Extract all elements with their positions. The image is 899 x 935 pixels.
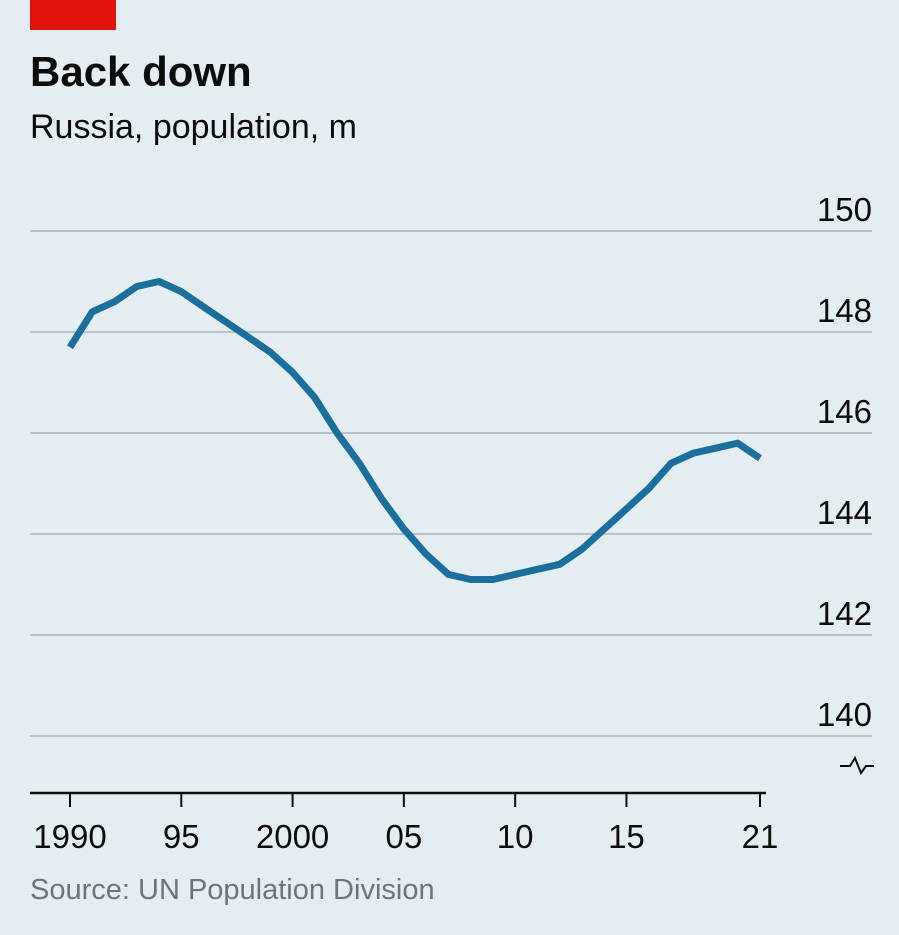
x-tick-label: 2000 bbox=[256, 818, 329, 855]
x-tick-label: 95 bbox=[163, 818, 200, 855]
y-tick-label: 140 bbox=[817, 696, 872, 733]
x-tick-label: 05 bbox=[386, 818, 423, 855]
axis-break-icon bbox=[840, 755, 874, 776]
y-tick-label: 150 bbox=[817, 191, 872, 228]
y-tick-label: 148 bbox=[817, 292, 872, 329]
y-tick-label: 142 bbox=[817, 595, 872, 632]
series-line bbox=[67, 278, 762, 583]
chart-source: Source: UN Population Division bbox=[30, 874, 435, 906]
x-tick-label: 15 bbox=[608, 818, 645, 855]
y-tick-label: 146 bbox=[817, 393, 872, 430]
x-tick-label: 10 bbox=[497, 818, 534, 855]
x-tick-label: 1990 bbox=[33, 818, 106, 855]
chart-subtitle: Russia, population, m bbox=[30, 108, 357, 146]
brand-red-bar bbox=[30, 0, 116, 30]
x-tick-label: 21 bbox=[742, 818, 779, 855]
y-tick-label: 144 bbox=[817, 494, 872, 531]
chart-title: Back down bbox=[30, 48, 252, 95]
